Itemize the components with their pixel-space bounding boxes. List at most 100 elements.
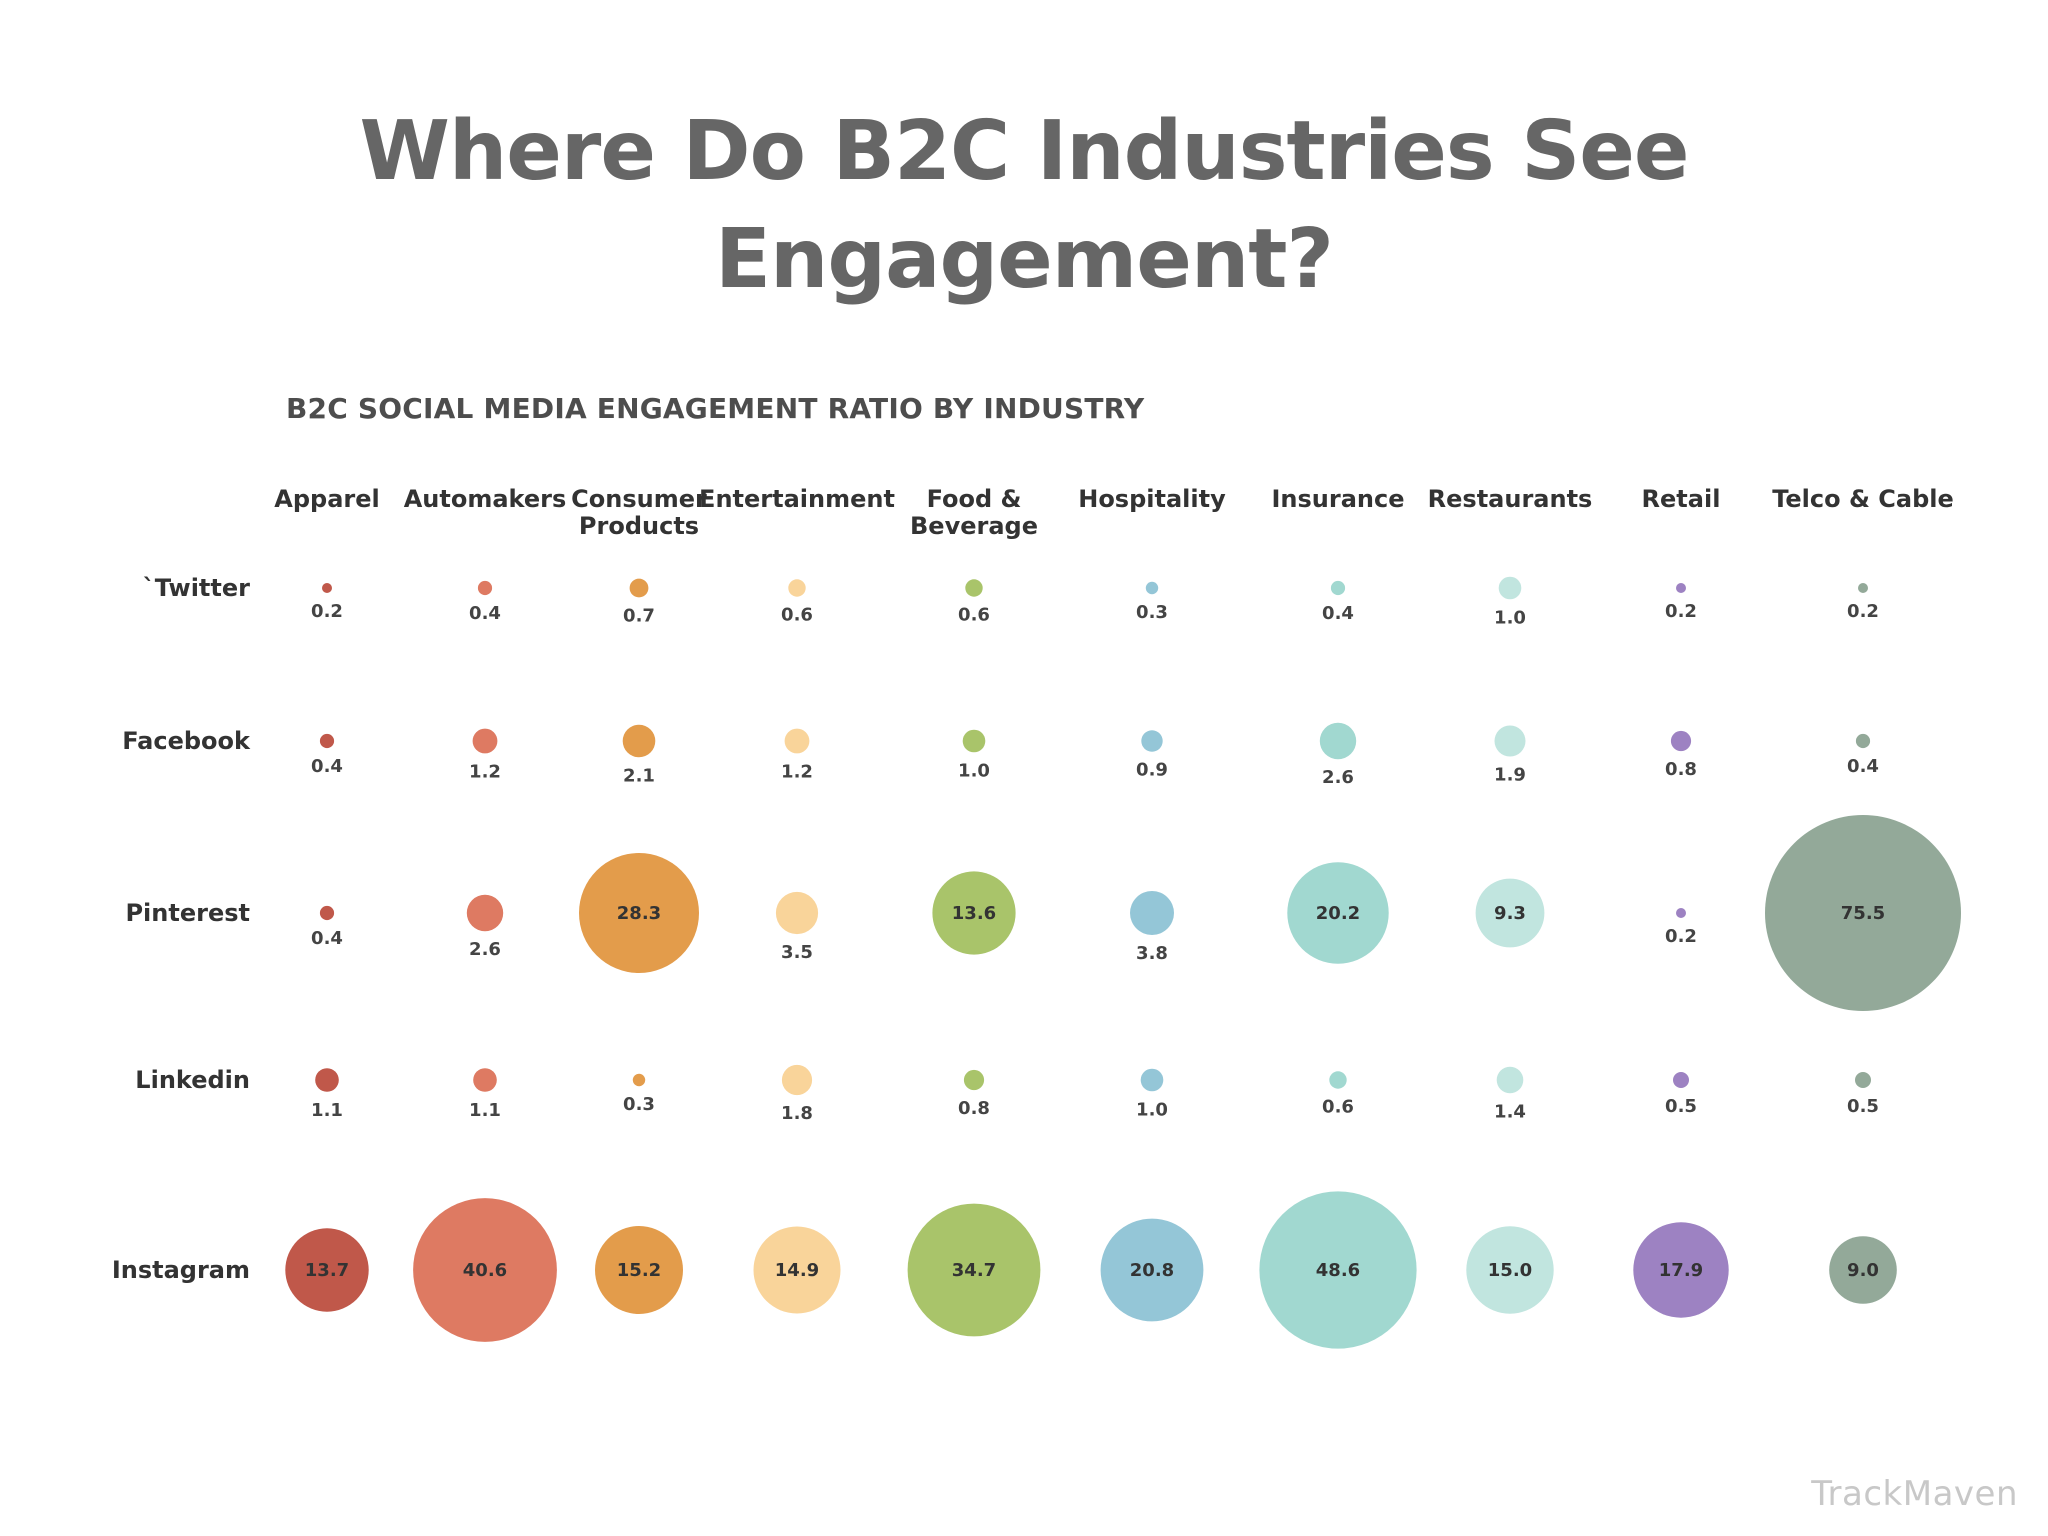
chart-title: B2C SOCIAL MEDIA ENGAGEMENT RATIO BY IND… xyxy=(286,392,1145,425)
bubble xyxy=(788,579,806,597)
category-label: Automakers xyxy=(404,485,567,513)
value-label: 0.4 xyxy=(1322,603,1354,624)
bubble xyxy=(965,579,983,597)
value-label: 0.5 xyxy=(1847,1096,1879,1117)
value-label: 1.0 xyxy=(1136,1099,1168,1120)
value-label: 0.3 xyxy=(623,1094,655,1115)
bubble xyxy=(1319,722,1357,760)
bubble xyxy=(1633,1222,1729,1318)
bubble xyxy=(775,891,819,935)
value-label: 15.2 xyxy=(617,1260,661,1281)
value-label: 0.2 xyxy=(1665,601,1697,622)
value-label: 9.3 xyxy=(1494,903,1526,924)
bubble xyxy=(1475,878,1545,948)
bubble xyxy=(595,1226,683,1314)
value-label: 1.1 xyxy=(469,1100,501,1121)
value-label: 34.7 xyxy=(952,1260,996,1281)
bubble xyxy=(622,724,656,758)
value-label: 15.0 xyxy=(1488,1260,1532,1281)
category-label: Food & xyxy=(927,485,1022,513)
category-label: Restaurants xyxy=(1428,485,1593,513)
bubble xyxy=(1676,908,1686,918)
row-label: Linkedin xyxy=(135,1066,250,1094)
bubble xyxy=(1676,583,1686,593)
value-label: 0.2 xyxy=(1665,926,1697,947)
bubble xyxy=(781,1064,813,1096)
bubble xyxy=(632,1073,646,1087)
value-label: 3.8 xyxy=(1136,943,1168,964)
bubble xyxy=(1673,1072,1689,1088)
bubble xyxy=(1855,1072,1871,1088)
main-title: Where Do B2C Industries See Engagement? xyxy=(0,98,2048,314)
value-label: 1.0 xyxy=(1494,607,1526,628)
value-label: 0.6 xyxy=(1322,1097,1354,1118)
value-label: 0.5 xyxy=(1665,1096,1697,1117)
value-label: 1.0 xyxy=(958,760,990,781)
category-label: Products xyxy=(579,512,699,540)
value-label: 75.5 xyxy=(1841,903,1885,924)
value-label: 0.4 xyxy=(311,928,343,949)
bubble xyxy=(477,580,493,596)
bubble xyxy=(1855,733,1871,749)
category-label: Retail xyxy=(1642,485,1721,513)
bubble xyxy=(1141,730,1163,752)
bubble xyxy=(1330,580,1346,596)
bubble xyxy=(1259,1191,1417,1349)
bubble xyxy=(1130,891,1174,935)
value-label: 0.4 xyxy=(469,603,501,624)
value-label: 2.1 xyxy=(623,765,655,786)
value-label: 1.8 xyxy=(781,1103,813,1124)
bubble xyxy=(932,871,1016,955)
row-label: Facebook xyxy=(122,727,251,755)
bubble xyxy=(1494,725,1526,757)
bubble xyxy=(413,1198,557,1342)
bubble xyxy=(1498,576,1522,600)
bubble xyxy=(1145,581,1159,595)
bubble xyxy=(1100,1218,1204,1322)
main-title-line2: Engagement? xyxy=(715,212,1334,307)
value-label: 1.4 xyxy=(1494,1101,1526,1122)
category-label: Entertainment xyxy=(699,485,895,513)
bubble xyxy=(1858,583,1868,593)
bubble xyxy=(319,733,335,749)
value-label: 0.7 xyxy=(623,605,655,626)
bubble xyxy=(784,728,810,754)
main-title-line1: Where Do B2C Industries See xyxy=(359,104,1689,199)
bubbles: 0.2 0.4 0.7 0.6 0.6 0.3 0.4 1.0 0.2 0.2 0.4 1.2 2.1 1… xyxy=(285,576,1961,1349)
bubble xyxy=(1496,1066,1524,1094)
category-label: Apparel xyxy=(274,485,379,513)
value-label: 48.6 xyxy=(1316,1260,1360,1281)
value-label: 0.8 xyxy=(1665,759,1697,780)
bubble xyxy=(1670,730,1692,752)
bubble xyxy=(1466,1226,1554,1314)
bubble xyxy=(472,728,498,754)
value-label: 0.2 xyxy=(311,601,343,622)
value-label: 3.5 xyxy=(781,942,813,963)
bubble xyxy=(1765,815,1961,1011)
value-label: 13.6 xyxy=(952,903,996,924)
bubble xyxy=(1140,1068,1164,1092)
value-label: 17.9 xyxy=(1659,1260,1703,1281)
value-label: 0.4 xyxy=(311,756,343,777)
value-label: 0.6 xyxy=(781,605,813,626)
bubble xyxy=(1829,1236,1897,1304)
category-label: Consumer xyxy=(571,485,707,513)
value-label: 0.2 xyxy=(1847,601,1879,622)
bubble xyxy=(473,1068,497,1092)
value-label: 2.6 xyxy=(469,939,501,960)
category-label: Hospitality xyxy=(1078,485,1226,513)
bubble xyxy=(753,1226,841,1314)
value-label: 0.4 xyxy=(1847,756,1879,777)
value-label: 20.8 xyxy=(1130,1260,1174,1281)
value-label: 0.8 xyxy=(958,1098,990,1119)
trackmaven-watermark: TrackMaven xyxy=(1811,1474,2018,1514)
value-label: 14.9 xyxy=(775,1260,819,1281)
bubble xyxy=(466,894,504,932)
bubble xyxy=(319,905,335,921)
row-label: Instagram xyxy=(112,1256,250,1284)
bubble xyxy=(285,1228,369,1312)
value-label: 1.1 xyxy=(311,1100,343,1121)
category-label: Beverage xyxy=(910,512,1038,540)
bubble xyxy=(322,583,332,593)
